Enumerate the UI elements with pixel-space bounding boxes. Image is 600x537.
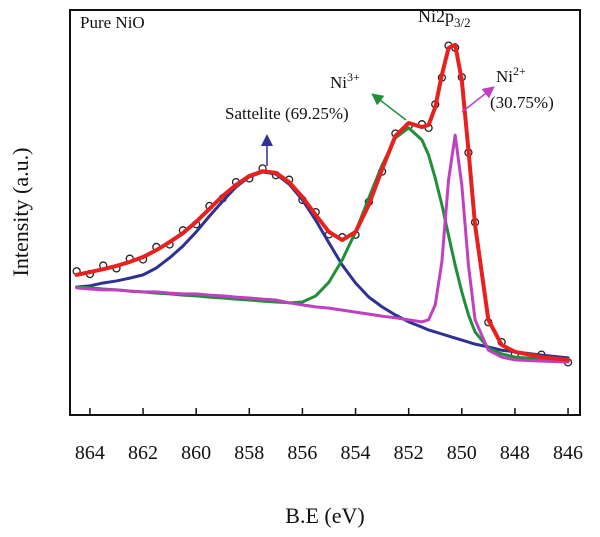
ni2-share-label: (30.75%) xyxy=(490,93,554,112)
plot-frame xyxy=(69,9,581,416)
x-axis-label: B.E (eV) xyxy=(285,503,364,528)
peak-label-main: Ni2p xyxy=(418,6,454,26)
peak-label: Ni2p3/2 xyxy=(418,6,471,30)
ni3-label-main: Ni xyxy=(330,73,347,92)
fit-curve xyxy=(75,133,570,364)
x-tick-label: 862 xyxy=(128,442,158,464)
x-tick-label: 860 xyxy=(181,442,211,464)
y-axis-label: Intensity (a.u.) xyxy=(8,148,33,277)
x-tick-label: 846 xyxy=(553,442,583,464)
satellite-label: Sattelite (69.25%) xyxy=(225,104,349,123)
ni2-arrow xyxy=(461,86,495,113)
peak-label-sub: 3/2 xyxy=(454,15,471,30)
x-tick-label: 864 xyxy=(75,442,105,464)
x-tick-label: 848 xyxy=(500,442,530,464)
x-tick-label: 852 xyxy=(394,442,424,464)
ni2-label: Ni2+ xyxy=(496,64,526,86)
ni3-label: Ni3+ xyxy=(330,70,360,92)
fit-curve xyxy=(75,170,570,360)
x-tick-label: 850 xyxy=(447,442,477,464)
fit-curve xyxy=(75,126,570,362)
x-tick-label: 856 xyxy=(287,442,317,464)
ni2-label-main: Ni xyxy=(496,67,513,86)
ni3-arrow xyxy=(371,93,407,121)
x-tick-label: 854 xyxy=(341,442,371,464)
plot-area xyxy=(72,41,573,367)
x-tick-label: 858 xyxy=(234,442,264,464)
fit-curve xyxy=(74,42,571,362)
ni3-label-sup: 3+ xyxy=(347,70,360,84)
ni2-label-sup: 2+ xyxy=(513,64,526,78)
sample-label: Pure NiO xyxy=(80,13,145,32)
